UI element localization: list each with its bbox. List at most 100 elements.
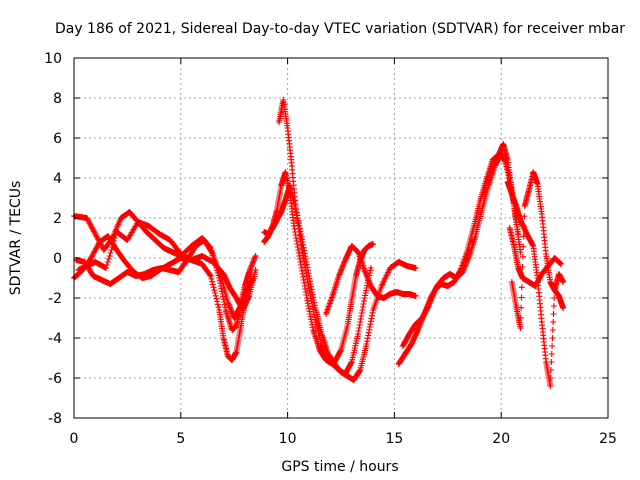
data-point [514, 220, 518, 224]
data-point [235, 350, 238, 354]
y-tick-label: 0 [53, 251, 62, 267]
x-tick-label: 10 [279, 431, 297, 447]
data-point [514, 304, 518, 308]
data-point [222, 336, 225, 340]
data-point [544, 252, 548, 256]
data-point [119, 216, 123, 220]
data-point [318, 348, 321, 352]
y-tick-label: 6 [53, 131, 62, 147]
data-point [459, 268, 462, 272]
data-point [480, 208, 484, 212]
y-tick-label: -2 [48, 291, 62, 307]
data-point [115, 230, 118, 234]
data-point [312, 328, 315, 332]
data-point [324, 312, 328, 316]
data-point [171, 250, 174, 254]
data-point [549, 384, 552, 388]
data-point [397, 260, 400, 264]
data-point [233, 316, 236, 320]
data-point [401, 344, 405, 348]
data-point [371, 308, 375, 312]
series-track-3 [73, 237, 257, 321]
data-point [89, 256, 93, 260]
data-point [519, 218, 522, 222]
data-point [395, 290, 398, 294]
data-point [420, 316, 424, 320]
series-track-8 [323, 243, 419, 317]
data-point [416, 328, 420, 332]
data-point [485, 178, 488, 182]
data-point [200, 254, 204, 258]
data-point [414, 322, 417, 326]
data-point [147, 224, 150, 228]
data-point [247, 294, 251, 298]
data-point [382, 296, 385, 300]
data-point [143, 272, 146, 276]
data-point [544, 360, 548, 364]
data-point [487, 184, 490, 188]
data-point [472, 226, 475, 230]
data-point [158, 232, 161, 236]
data-point [369, 284, 373, 288]
series-track-11 [508, 169, 567, 331]
data-point [525, 232, 529, 236]
data-point [337, 274, 341, 278]
data-point [83, 260, 86, 264]
data-point [218, 308, 221, 312]
data-point [497, 152, 501, 156]
x-tick-label: 5 [176, 431, 185, 447]
data-point [109, 282, 112, 286]
data-point [292, 224, 296, 228]
data-point [540, 212, 543, 216]
plot-frame [73, 57, 609, 419]
x-tick-label: 15 [385, 431, 403, 447]
data-point [363, 296, 366, 300]
data-point [245, 288, 249, 292]
data-point [104, 266, 108, 270]
data-point [502, 142, 505, 146]
series-markers [395, 151, 522, 367]
data-point [352, 378, 356, 382]
data-point [540, 320, 543, 324]
data-point [290, 164, 294, 168]
data-point [442, 276, 445, 280]
data-point [446, 284, 449, 288]
data-point [235, 296, 238, 300]
data-point [134, 274, 138, 278]
data-point [262, 240, 266, 244]
y-tick-label: 4 [53, 171, 62, 187]
data-point [226, 354, 229, 358]
data-point [74, 258, 78, 262]
data-point [414, 294, 417, 298]
data-point [190, 244, 193, 248]
data-point [230, 358, 234, 362]
y-tick-label: -8 [48, 411, 62, 427]
data-point [557, 294, 561, 298]
data-point [427, 304, 430, 308]
data-point [553, 288, 556, 292]
data-point [559, 262, 563, 266]
data-point [491, 158, 494, 162]
x-tick-label: 0 [70, 431, 79, 447]
data-point [397, 362, 400, 366]
y-axis-label: SDTVAR / TECUs [8, 181, 24, 296]
data-point [512, 244, 516, 248]
data-point [203, 238, 206, 242]
data-point [284, 198, 287, 202]
data-point [519, 250, 522, 254]
data-point [354, 274, 358, 278]
data-point [493, 164, 496, 168]
data-point [98, 240, 101, 244]
data-point [85, 264, 89, 268]
x-tick-label: 20 [492, 431, 510, 447]
data-point [282, 98, 285, 102]
data-point [561, 306, 565, 310]
y-tick-label: -6 [48, 371, 62, 387]
data-point [363, 268, 366, 272]
data-point [331, 294, 334, 298]
data-point [344, 258, 347, 262]
series-markers [399, 141, 524, 349]
data-point [376, 294, 379, 298]
data-point [506, 180, 509, 184]
data-point [540, 272, 543, 276]
